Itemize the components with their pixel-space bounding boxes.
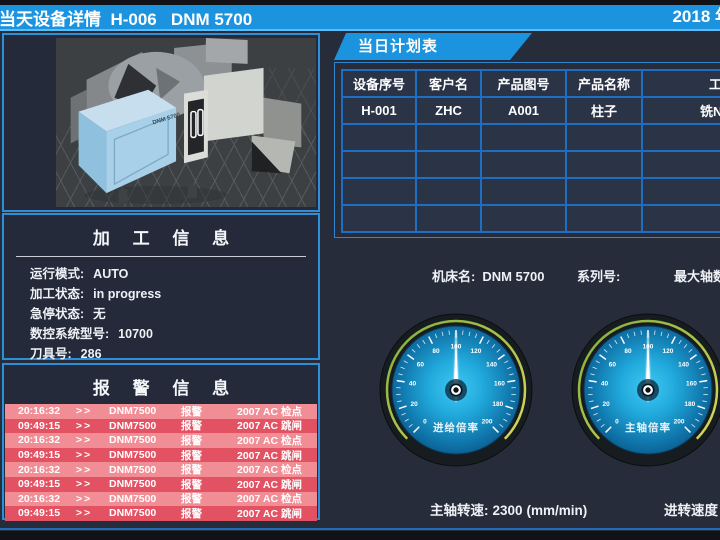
col-device-no: 设备序号 <box>341 69 417 98</box>
machine-image-panel: DNM 5700 <box>2 33 320 212</box>
tab-daily-plan[interactable]: 当日计划表 <box>334 33 532 60</box>
alarm-row: 20:16:32 >> DNM7500 报警 2007 AC 检点 <box>5 491 317 507</box>
processing-info-panel: 加 工 信 息 运行模式: AUTO 加工状态: in progress 急停状态:… <box>2 213 320 361</box>
alarm-row: 20:16:32 >> DNM7500 报警 2007 AC 检点 <box>5 433 317 448</box>
svg-text:主轴倍率: 主轴倍率 <box>625 421 671 434</box>
svg-text:20: 20 <box>411 401 419 408</box>
machine-info-row: 机床名: DNM 5700 系列号: 最大轴数 <box>330 266 720 286</box>
divider <box>16 256 306 257</box>
alarm-row: 09:49:15 >> DNM7500 报警 2007 AC 跳闸 <box>5 447 317 463</box>
col-customer: 客户名 <box>415 69 482 98</box>
table-row <box>341 204 720 233</box>
feed-override-gauge: 020406080100120140160180200进给倍率 <box>379 313 533 467</box>
info-row-run-mode: 运行模式: AUTO <box>30 267 129 281</box>
alarm-row: 09:49:15 >> DNM7500 报警 2007 AC 跳闸 <box>5 418 317 434</box>
processing-info-rows: 运行模式: AUTO 加工状态: in progress 急停状态: 无 数控系统型号… <box>4 261 318 364</box>
svg-text:60: 60 <box>417 361 425 368</box>
feed-speed-readout: 进转速度 <box>664 503 718 518</box>
spindle-speed-readout: 主轴转速: 2300 (mm/min) <box>430 503 588 518</box>
svg-text:180: 180 <box>684 401 695 408</box>
svg-text:200: 200 <box>674 418 685 425</box>
machine-serial: 系列号: <box>577 269 621 284</box>
info-row-tool-no: 刀具号: 286 <box>30 347 102 361</box>
svg-text:120: 120 <box>471 348 482 355</box>
svg-text:80: 80 <box>432 348 440 355</box>
table-row <box>341 177 720 206</box>
svg-text:140: 140 <box>486 361 497 368</box>
alarm-row: 20:16:32 >> DNM7500 报警 2007 AC 检点 <box>5 404 317 419</box>
svg-text:60: 60 <box>609 361 617 368</box>
svg-text:0: 0 <box>615 418 619 425</box>
col-drawing-no: 产品图号 <box>480 69 567 98</box>
info-row-estop: 急停状态: 无 <box>30 307 106 321</box>
svg-text:20: 20 <box>603 401 611 408</box>
svg-text:160: 160 <box>494 380 505 387</box>
daily-plan-table: 设备序号 客户名 产品图号 产品名称 工序 H-001ZHCA001柱子铣N10… <box>341 69 720 233</box>
header-bar: 当天设备详情 H-006 DNM 5700 2018 年 <box>0 5 720 31</box>
info-row-status: 加工状态: in progress <box>30 287 162 301</box>
machine-3d-render: DNM 5700 <box>56 38 316 207</box>
svg-text:进给倍率: 进给倍率 <box>433 421 479 434</box>
svg-text:0: 0 <box>423 418 427 425</box>
alarm-info-title: 报 警 信 息 <box>92 379 239 398</box>
machine-name: 机床名: DNM 5700 <box>432 269 545 284</box>
top-strip <box>0 0 720 5</box>
spindle-override-gauge: 020406080100120140160180200主轴倍率 <box>571 313 720 467</box>
svg-text:80: 80 <box>624 348 632 355</box>
svg-text:140: 140 <box>678 361 689 368</box>
alarm-info-panel: 报 警 信 息 20:16:32 >> DNM7500 报警 2007 AC 检点 09… <box>2 363 320 521</box>
cnc-machine-illustration: DNM 5700 <box>70 38 302 205</box>
table-row: H-001ZHCA001柱子铣N100 <box>341 96 720 125</box>
machine-max-axis: 最大轴数 <box>674 269 720 284</box>
alarm-row: 09:49:15 >> DNM7500 报警 2007 AC 跳闸 <box>5 476 317 492</box>
info-row-cnc-model: 数控系统型号: 10700 <box>30 327 153 341</box>
svg-text:40: 40 <box>601 380 609 387</box>
svg-text:160: 160 <box>686 380 697 387</box>
table-header-row: 设备序号 客户名 产品图号 产品名称 工序 <box>341 69 720 98</box>
col-process: 工序 <box>641 69 720 98</box>
table-row <box>341 123 720 152</box>
table-row <box>341 150 720 179</box>
processing-info-title: 加 工 信 息 <box>92 229 239 248</box>
divider <box>0 528 720 530</box>
alarm-row: 20:16:32 >> DNM7500 报警 2007 AC 检点 <box>5 462 317 477</box>
svg-text:120: 120 <box>663 348 674 355</box>
col-product-name: 产品名称 <box>565 69 643 98</box>
bottom-strip <box>0 531 720 540</box>
svg-text:200: 200 <box>482 418 493 425</box>
svg-text:180: 180 <box>492 401 503 408</box>
svg-text:40: 40 <box>409 380 417 387</box>
alarm-list: 20:16:32 >> DNM7500 报警 2007 AC 检点 09:49:15 >>… <box>5 404 317 521</box>
page-title: 当天设备详情 H-006 DNM 5700 <box>0 9 253 29</box>
daily-plan-table-container: 设备序号 客户名 产品图号 产品名称 工序 H-001ZHCA001柱子铣N10… <box>334 62 720 238</box>
alarm-row: 09:49:15 >> DNM7500 报警 2007 AC 跳闸 <box>5 506 317 521</box>
header-date: 2018 年 <box>672 7 720 26</box>
